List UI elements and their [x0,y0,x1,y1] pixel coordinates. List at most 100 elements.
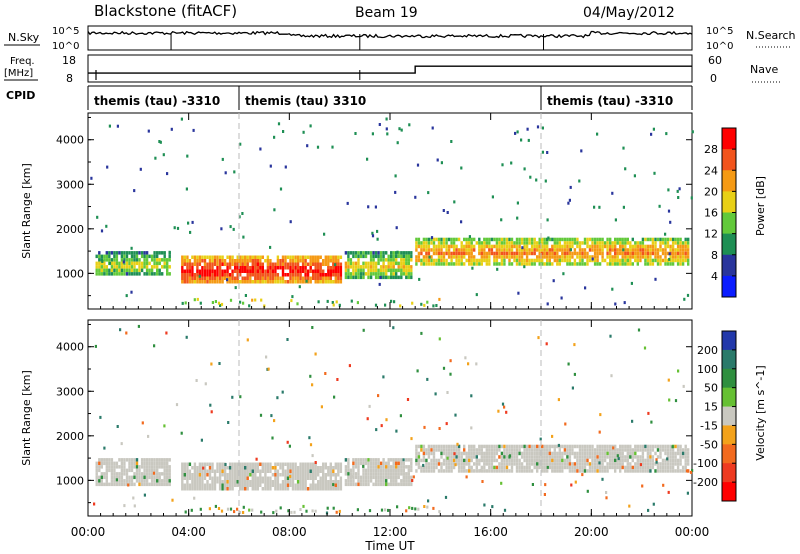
echo-pixel [588,444,592,449]
echo-pixel [488,255,491,259]
echo-pixel [385,272,388,276]
echo-pixel [322,483,325,487]
scatter-echo [503,508,507,512]
echo-pixel [395,461,398,466]
echo-pixel [234,480,237,484]
echo-pixel [301,255,305,259]
echo-pixel [425,241,428,245]
echo-pixel [377,465,380,469]
echo-pixel [538,244,541,249]
echo-pixel [254,487,257,491]
echo-pixel [503,237,506,242]
echo-pixel [208,259,212,263]
echo-pixel [312,273,315,277]
echo-pixel [108,465,111,469]
echo-pixel [666,465,670,470]
scatter-echo [570,483,573,487]
echo-pixel [183,469,186,473]
echo-pixel [417,465,421,470]
echo-pixel [239,483,242,487]
near-range-echo [181,301,184,305]
echo-pixel [203,259,207,263]
echo-pixel [312,466,315,470]
echo-pixel [598,448,602,452]
echo-pixel [619,244,622,249]
echo-pixel [334,483,337,487]
echo-pixel [213,487,217,491]
echo-pixel [188,276,192,280]
echo-pixel [218,273,222,277]
echo-pixel [294,466,297,470]
echo-pixel [181,466,184,470]
echo-pixel [533,241,536,245]
echo-pixel [244,476,247,480]
echo-pixel [105,258,108,262]
echo-pixel [661,251,665,256]
echo-pixel [551,262,554,266]
echo-pixel [354,261,358,266]
echo-pixel [646,255,650,259]
echo-pixel [276,262,280,266]
echo-pixel [284,262,287,266]
echo-pixel [181,269,184,273]
scatter-echo [90,176,93,180]
echo-pixel [639,251,642,256]
scatter-echo [418,277,421,281]
echo-pixel [422,262,426,266]
echo-pixel [349,275,353,280]
echo-pixel [568,255,572,259]
echo-pixel [191,487,194,491]
echo-pixel [244,276,247,280]
echo-pixel [367,461,370,466]
scatter-echo [105,224,108,228]
scatter-echo [354,132,357,135]
echo-pixel [123,258,126,262]
echo-pixel [294,276,297,280]
scatter-echo [653,171,656,175]
echo-pixel [661,258,665,263]
echo-pixel [624,448,627,452]
echo-pixel [442,462,446,466]
echo-pixel [150,465,154,469]
echo-pixel [249,466,252,470]
echo-pixel [508,444,511,449]
echo-pixel [108,258,111,262]
echo-pixel [666,237,670,242]
scatter-echo [414,195,417,199]
echo-pixel [681,248,685,252]
echo-pixel [337,276,340,280]
echo-pixel [223,469,227,473]
echo-pixel [639,255,642,259]
echo-pixel [392,468,395,473]
echo-pixel [324,466,327,470]
echo-pixel [208,273,212,277]
echo-pixel [105,482,108,487]
echo-pixel [629,241,632,245]
echo-pixel [312,462,315,466]
echo-pixel [556,244,559,249]
echo-pixel [354,265,358,269]
echo-pixel [317,473,320,477]
echo-pixel [631,251,634,256]
echo-pixel [538,241,541,245]
echo-pixel [578,262,582,266]
echo-pixel [312,476,315,480]
scatter-echo [526,127,529,131]
echo-pixel [201,462,204,466]
near-range-echo [199,507,202,511]
echo-pixel [427,258,431,263]
echo-pixel [166,465,169,469]
echo-pixel [420,244,423,249]
echo-pixel [349,468,353,473]
echo-pixel [168,254,171,259]
colorbar-swatch [722,170,736,192]
echo-pixel [382,458,385,462]
echo-pixel [465,251,468,256]
echo-pixel [505,469,509,473]
echo-pixel [505,237,509,242]
scatter-echo [591,257,594,261]
echo-pixel [216,476,219,480]
scatter-echo [166,172,169,176]
echo-pixel [603,258,607,263]
scatter-echo [442,366,446,370]
